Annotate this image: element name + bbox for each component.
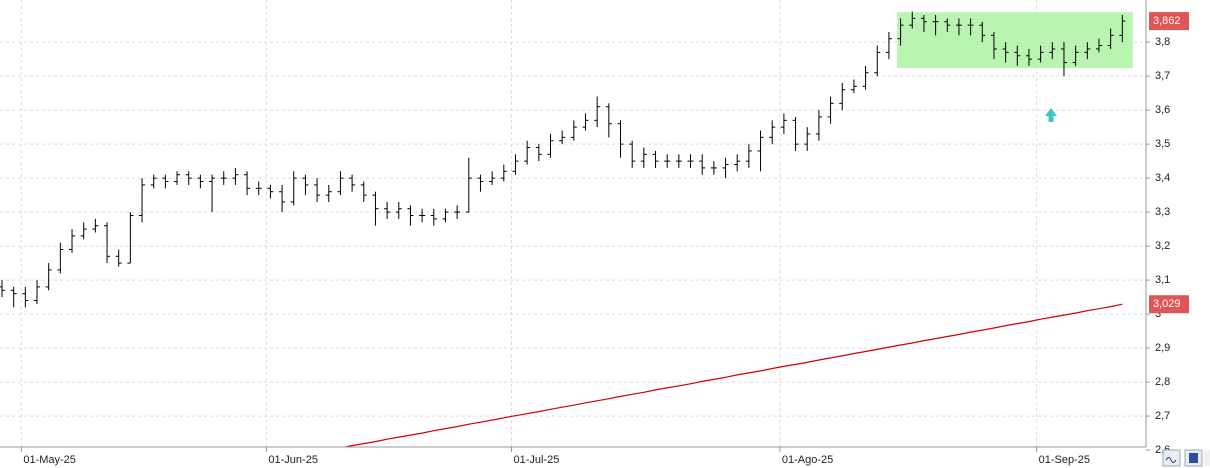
y-tick-label: 3,5 — [1155, 138, 1170, 150]
icon — [1189, 453, 1198, 463]
highlight-layer — [897, 12, 1133, 68]
y-tick-label: 3,6 — [1155, 104, 1170, 116]
y-tick-label: 2,7 — [1155, 410, 1170, 422]
grid — [0, 0, 1146, 447]
y-tick-label: 3,3 — [1155, 206, 1170, 218]
y-tick-label: 3,8 — [1155, 36, 1170, 48]
y-tick-label: 3,1 — [1155, 274, 1170, 286]
x-tick-label: 01-Jun-25 — [268, 454, 318, 466]
scroll — [1204, 450, 1210, 466]
y-tick-label: 2,9 — [1155, 342, 1170, 354]
x-tick-label: 01-May-25 — [23, 454, 76, 466]
y-tick-label: 2,8 — [1155, 376, 1170, 388]
icon — [1165, 457, 1177, 463]
moving-average — [342, 303, 1123, 447]
y-tick-label: 3 — [1155, 308, 1161, 320]
price-label-box — [1149, 295, 1189, 314]
price-label-box — [1149, 12, 1189, 31]
x-tick-label: 01-Jul-25 — [513, 454, 559, 466]
x-tick-label: 01-Ago-25 — [782, 454, 833, 466]
axis-labels: 2,62,72,82,933,13,23,33,43,53,63,73,801-… — [20, 12, 1189, 466]
plot — [0, 11, 1126, 447]
signal-arrow — [1045, 108, 1057, 122]
y-tick-label: 3,7 — [1155, 70, 1170, 82]
price-label: 3,029 — [1153, 298, 1181, 310]
zoom-button[interactable] — [1162, 449, 1181, 467]
price-label: 3,862 — [1153, 15, 1181, 27]
x-tick-label: 01-Sep-25 — [1039, 454, 1090, 466]
y-tick-label: 3,4 — [1155, 172, 1170, 184]
y-tick-label: 3,2 — [1155, 240, 1170, 252]
toolbar — [1162, 449, 1210, 467]
highlight-box — [897, 12, 1133, 68]
